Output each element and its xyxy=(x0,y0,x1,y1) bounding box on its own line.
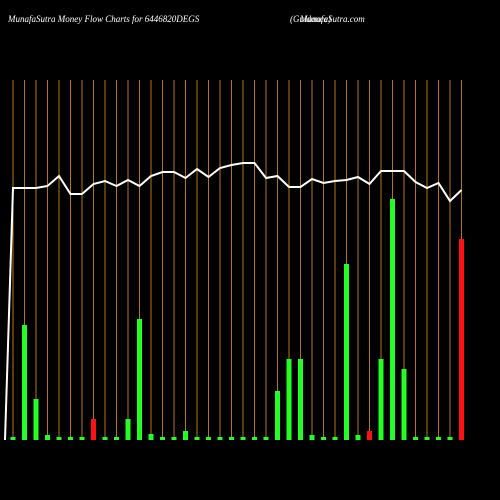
bar xyxy=(298,359,303,440)
bar xyxy=(252,437,257,440)
bar xyxy=(321,437,326,440)
bar xyxy=(33,399,39,440)
bar xyxy=(378,359,384,440)
bar xyxy=(160,437,165,440)
bar xyxy=(125,419,131,440)
bar xyxy=(367,431,372,440)
bar xyxy=(22,325,27,440)
bar xyxy=(309,435,315,440)
bar xyxy=(79,437,85,440)
bar xyxy=(436,437,441,440)
bar xyxy=(390,199,395,440)
bar xyxy=(206,437,211,440)
bar xyxy=(183,431,188,440)
bar xyxy=(217,437,223,440)
bar xyxy=(102,437,108,440)
bar xyxy=(91,419,96,440)
bar xyxy=(68,437,73,440)
bar xyxy=(332,437,338,440)
money-flow-line xyxy=(4,162,463,441)
bar xyxy=(344,264,349,440)
chart-subtitle: (Guidance) xyxy=(290,14,331,24)
chart-title: MunafaSutra Money Flow Charts for 644682… xyxy=(7,14,200,24)
bar xyxy=(171,437,177,440)
bar xyxy=(263,437,269,440)
bar xyxy=(240,437,246,440)
bar xyxy=(229,437,234,440)
bar xyxy=(137,319,142,440)
bar xyxy=(194,437,200,440)
bar xyxy=(10,437,16,440)
bar xyxy=(355,435,361,440)
bar xyxy=(447,437,453,440)
bar xyxy=(424,437,430,440)
bar xyxy=(45,435,50,440)
bar xyxy=(459,239,464,440)
bar xyxy=(275,391,280,440)
bar xyxy=(401,369,407,440)
bar xyxy=(114,437,119,440)
bar xyxy=(56,437,62,440)
bar xyxy=(148,434,154,440)
bar xyxy=(286,359,292,440)
bar xyxy=(413,437,418,440)
chart-source: MunafaSutra.com xyxy=(299,14,365,24)
